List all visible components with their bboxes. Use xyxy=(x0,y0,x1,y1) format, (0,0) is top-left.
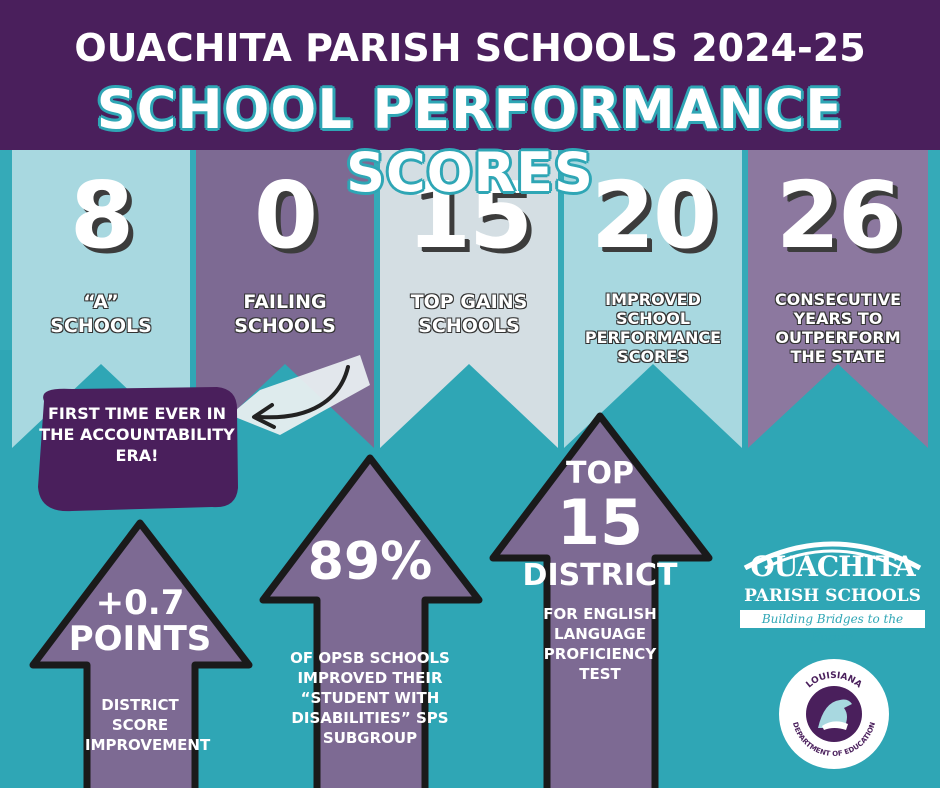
banner-label: FAILING SCHOOLS xyxy=(234,291,336,337)
header-subtitle: OUACHITA PARISH SCHOOLS 2024-25 xyxy=(74,26,866,70)
arrow-headline-2: POINTS xyxy=(68,619,212,659)
logo-sub: PARISH SCHOOLS xyxy=(744,586,921,606)
arrow-caption: FOR ENGLISH LANGUAGE PROFICIENCY TEST xyxy=(543,605,657,683)
banner-number: 15 xyxy=(406,162,533,269)
banner-a-schools: 8 “A” SCHOOLS xyxy=(12,150,190,450)
arrow-headline: TOP xyxy=(566,456,634,491)
arrow-caption: DISTRICT SCORE IMPROVEMENT xyxy=(85,696,211,754)
logo-tagline: Building Bridges to the Future xyxy=(740,610,925,644)
arrow-headline-2: 15 xyxy=(556,486,644,559)
arrow-district-score: +0.7 POINTS DISTRICT SCORE IMPROVEMENT xyxy=(25,515,255,788)
page-title: SCHOOL PERFORMANCE SCORES xyxy=(96,78,844,204)
first-time-note: FIRST TIME EVER IN THE ACCOUNTABILITY ER… xyxy=(32,383,242,513)
louisiana-doe-seal: LOUISIANA DEPARTMENT OF EDUCATION xyxy=(778,658,890,770)
banner-number: 8 xyxy=(69,162,134,269)
banner-number: 0 xyxy=(253,162,318,269)
banner-number: 20 xyxy=(590,162,717,269)
logo-name: OUACHITA xyxy=(750,550,916,583)
curved-arrow-icon xyxy=(230,355,370,435)
banner-number: 26 xyxy=(775,162,902,269)
arrow-headline: +0.7 xyxy=(95,583,185,623)
arrow-caption: OF OPSB SCHOOLS IMPROVED THEIR “STUDENT … xyxy=(290,649,450,747)
banner-consecutive-years: 26 CONSECUTIVE YEARS TO OUTPERFORM THE S… xyxy=(748,150,928,450)
banner-improved-sps: 20 IMPROVED SCHOOL PERFORMANCE SCORES xyxy=(564,150,742,450)
ouachita-logo: OUACHITA PARISH SCHOOLS Building Bridges… xyxy=(735,530,930,644)
arrow-headline: 89% xyxy=(307,532,433,592)
banner-label: CONSECUTIVE YEARS TO OUTPERFORM THE STAT… xyxy=(774,290,902,366)
note-text: FIRST TIME EVER IN THE ACCOUNTABILITY ER… xyxy=(39,404,235,465)
arrow-swd-subgroup: 89% OF OPSB SCHOOLS IMPROVED THEIR “STUD… xyxy=(255,450,485,788)
arrow-headline-3: DISTRICT xyxy=(522,558,678,593)
banner-top-gains: 15 TOP GAINS SCHOOLS xyxy=(380,150,558,450)
banner-label: IMPROVED SCHOOL PERFORMANCE SCORES xyxy=(584,290,722,366)
banner-label: TOP GAINS SCHOOLS xyxy=(410,291,528,337)
header: OUACHITA PARISH SCHOOLS 2024-25 SCHOOL P… xyxy=(0,0,940,204)
banner-label: “A” SCHOOLS xyxy=(50,291,152,337)
arrow-elpt: TOP 15 DISTRICT FOR ENGLISH LANGUAGE PRO… xyxy=(485,408,715,788)
